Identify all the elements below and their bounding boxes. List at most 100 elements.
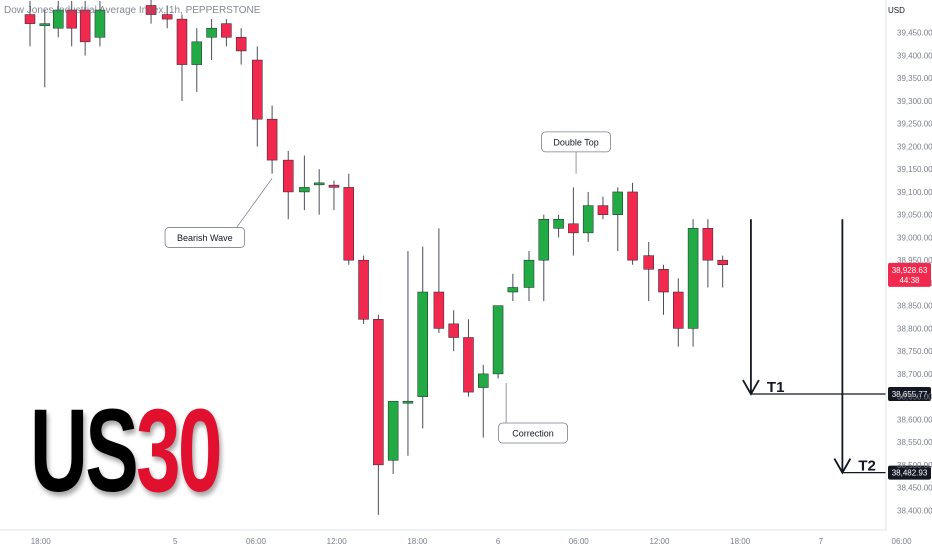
target-price-text: 38,482.93 xyxy=(892,469,928,478)
candles-layer xyxy=(24,0,728,515)
y-tick-label: 39,400.00 xyxy=(897,51,932,60)
candle-bearish xyxy=(373,319,384,466)
candle-bullish xyxy=(387,400,399,461)
y-tick-label: 39,450.00 xyxy=(897,29,932,38)
x-tick-label: 5 xyxy=(173,537,178,546)
candle-bullish xyxy=(478,373,489,388)
target-label: T2 xyxy=(858,458,876,475)
time-axis: 18:00 5 06:00 12:00 18:00 6 06:00 12:00 18:00 7 06… xyxy=(0,529,913,546)
y-tick-label: 38,450.00 xyxy=(897,484,932,493)
y-tick-label: 38,650.00 xyxy=(897,393,932,402)
y-tick-label: 38,950.00 xyxy=(897,256,932,265)
logo-part-30: 30 xyxy=(136,385,223,517)
candle-bearish xyxy=(66,9,77,29)
candle-bullish xyxy=(206,27,217,38)
candle-bearish xyxy=(448,323,459,338)
currency-label[interactable]: USD xyxy=(888,4,926,18)
y-tick-label: 39,000.00 xyxy=(897,233,932,242)
candle-bearish xyxy=(463,337,474,393)
current-price-tag xyxy=(888,262,931,287)
candle-bearish xyxy=(79,9,91,43)
y-tick-label: 38,400.00 xyxy=(897,506,932,515)
candle-bearish xyxy=(24,14,36,24)
candle-bearish xyxy=(627,191,638,261)
candle-bearish xyxy=(235,37,247,52)
candle-bearish xyxy=(328,184,340,188)
y-tick-label: 39,350.00 xyxy=(897,74,932,83)
candle-bullish xyxy=(492,305,504,375)
y-tick-label: 39,150.00 xyxy=(897,165,932,174)
candle-bullish xyxy=(417,291,428,397)
us30-logo: US30 xyxy=(30,392,223,510)
callout-text: Correction xyxy=(512,429,554,439)
candle-bearish xyxy=(221,23,232,38)
x-tick-label: 18:00 xyxy=(730,537,751,546)
candle-bullish xyxy=(687,228,699,329)
candle-bearish xyxy=(343,187,355,261)
candle-bearish xyxy=(266,118,278,161)
y-tick-label: 38,700.00 xyxy=(897,370,932,379)
candle-bearish xyxy=(282,159,294,193)
y-tick-label: 38,550.00 xyxy=(897,438,932,447)
symbol-title: Dow Jones Industrial Average Index, 1h, … xyxy=(4,5,260,16)
callout-box xyxy=(164,227,246,248)
y-tick-label: 38,800.00 xyxy=(897,324,932,333)
candle-bearish xyxy=(358,259,369,320)
candle-bullish xyxy=(582,205,594,234)
y-tick-label: 39,100.00 xyxy=(897,188,932,197)
logo-part-us: US xyxy=(30,385,139,517)
x-tick-label: 12:00 xyxy=(327,537,348,546)
candle-bullish xyxy=(299,187,310,193)
target-label: T1 xyxy=(767,379,785,396)
x-tick-label: 06:00 xyxy=(892,537,913,546)
callout-box xyxy=(541,131,611,153)
candle-bearish xyxy=(643,255,654,270)
annotations-layer: Double Top Bearish Wave Correction xyxy=(164,131,611,444)
candle-bullish xyxy=(94,9,106,38)
candle-bearish xyxy=(673,291,684,329)
y-tick-label: 38,750.00 xyxy=(897,347,932,356)
y-tick-label: 38,500.00 xyxy=(897,461,932,470)
y-tick-label: 39,300.00 xyxy=(897,97,932,106)
price-axis: 39,450.00 39,400.00 39,350.00 39,300.00 39,2… xyxy=(885,0,932,530)
candle-bearish xyxy=(433,291,445,329)
y-tick-label: 39,250.00 xyxy=(897,120,932,129)
target-price-text: 38,655.77 xyxy=(892,390,928,399)
y-tick-label: 39,200.00 xyxy=(897,142,932,151)
y-tick-label: 39,050.00 xyxy=(897,211,932,220)
x-tick-label: 6 xyxy=(496,537,501,546)
candle-bullish xyxy=(313,182,325,186)
x-tick-label: 18:00 xyxy=(31,537,52,546)
x-tick-label: 12:00 xyxy=(649,537,670,546)
callout-box xyxy=(498,422,568,444)
current-price-value: 38,928.63 xyxy=(892,266,928,275)
candle-bullish xyxy=(553,218,564,229)
candle-bullish xyxy=(538,218,550,261)
candle-bullish xyxy=(612,191,624,215)
candle-bullish xyxy=(52,9,64,29)
candle-bearish xyxy=(702,228,714,261)
candle-bearish xyxy=(252,59,263,120)
candle-bullish xyxy=(39,23,51,26)
callout-text: Bearish Wave xyxy=(177,233,233,243)
candle-bearish xyxy=(717,259,728,265)
currency-text: USD xyxy=(888,6,905,15)
x-tick-label: 06:00 xyxy=(246,537,267,546)
target-price-tag xyxy=(888,465,931,480)
candle-bearish xyxy=(658,269,669,293)
x-tick-label: 7 xyxy=(819,537,824,546)
x-tick-label: 18:00 xyxy=(407,537,428,546)
candle-bullish xyxy=(507,287,519,293)
x-tick-label: 06:00 xyxy=(569,537,590,546)
symbol-title-text: Dow Jones Industrial Average Index, 1h, … xyxy=(4,5,261,16)
callout-text: Double Top xyxy=(553,137,598,147)
target-price-tag xyxy=(888,387,931,402)
candle-bearish xyxy=(145,5,157,15)
candle-bearish xyxy=(176,18,188,65)
y-tick-label: 38,850.00 xyxy=(897,302,932,311)
candle-bearish xyxy=(161,14,173,20)
candle-bullish xyxy=(402,400,414,404)
targets-layer: T1 38,655.77 T2 38,482.93 xyxy=(742,219,931,480)
